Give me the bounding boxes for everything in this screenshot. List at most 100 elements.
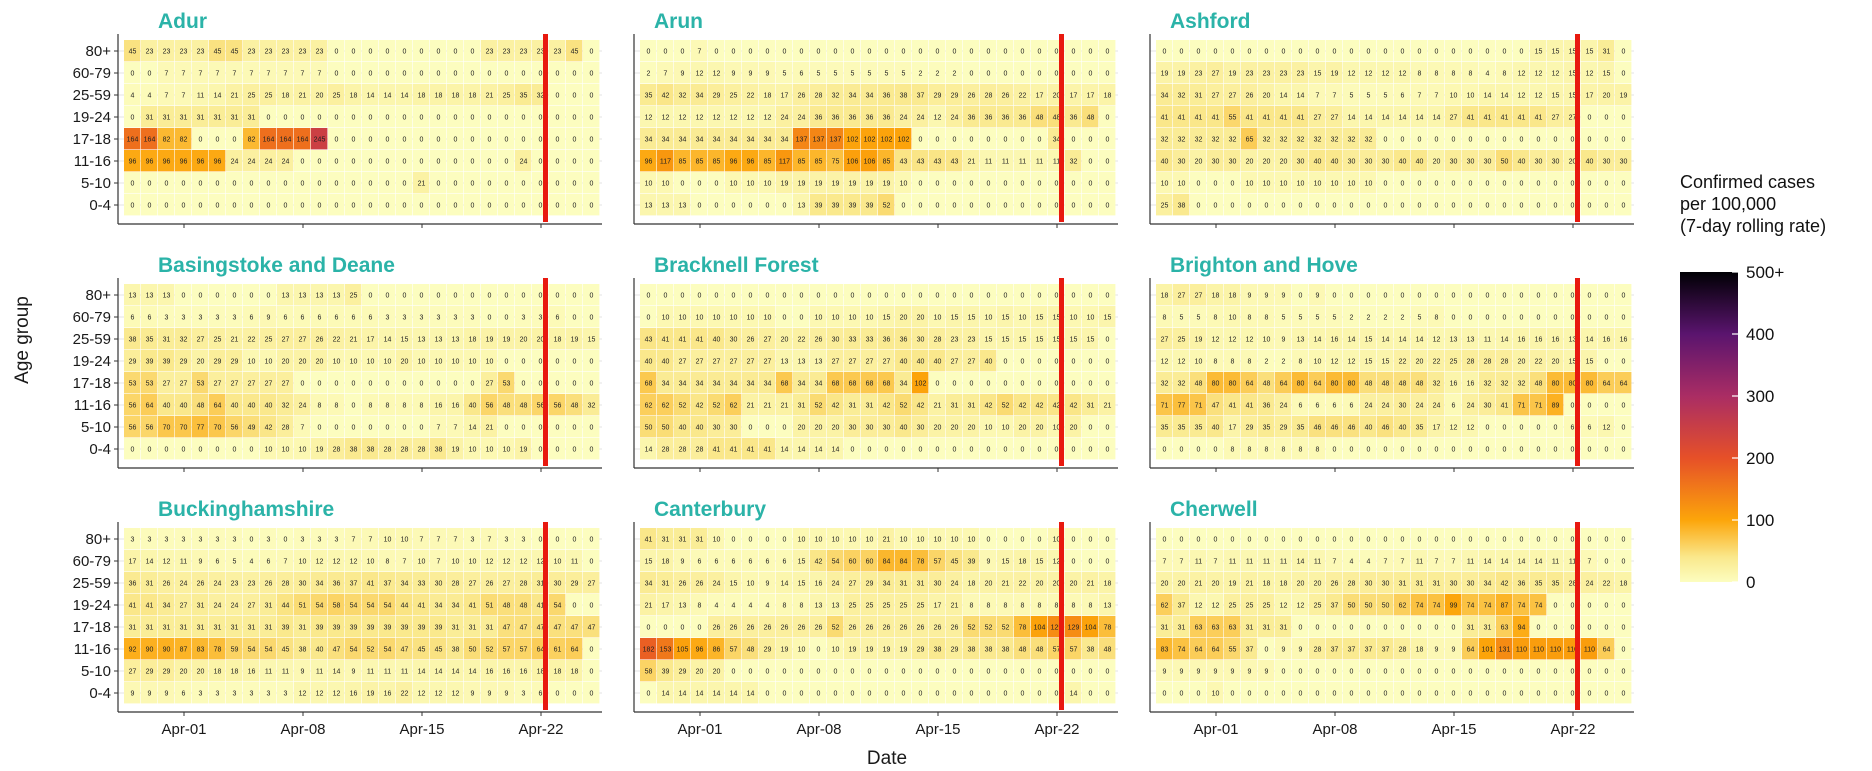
- cell-value: 0: [488, 137, 492, 144]
- cell-value: 10: [384, 537, 392, 544]
- cell-value: 40: [696, 425, 704, 432]
- cell-value: 6: [800, 71, 804, 78]
- heat-cell: [1258, 306, 1275, 328]
- cell-value: 0: [970, 181, 974, 188]
- heat-cell: [1615, 128, 1632, 150]
- cell-value: 0: [1004, 293, 1008, 300]
- cell-value: 12: [1229, 337, 1237, 344]
- heat-cell: [929, 106, 946, 128]
- heat-cell: [549, 284, 566, 306]
- heat-cell: [549, 572, 566, 594]
- heat-cell: [861, 150, 878, 172]
- heat-cell: [1479, 638, 1496, 660]
- cell-value: 0: [1384, 49, 1388, 56]
- heat-cell: [294, 328, 311, 350]
- heat-cell: [1479, 594, 1496, 616]
- heat-cell: [1479, 528, 1496, 550]
- cell-value: 0: [318, 181, 322, 188]
- heat-cell: [674, 194, 691, 216]
- cell-value: 74: [1433, 603, 1441, 610]
- cell-value: 0: [936, 203, 940, 210]
- heat-cell: [209, 350, 226, 372]
- heat-cell: [158, 572, 175, 594]
- heat-cell: [674, 128, 691, 150]
- cell-value: 0: [868, 293, 872, 300]
- cell-value: 0: [1163, 691, 1167, 698]
- cell-value: 38: [900, 93, 908, 100]
- heat-cell: [1173, 638, 1190, 660]
- heat-cell: [430, 550, 447, 572]
- cell-value: 0: [573, 691, 577, 698]
- cell-value: 0: [1452, 669, 1456, 676]
- heat-cell: [277, 616, 294, 638]
- heat-cell: [515, 84, 532, 106]
- cell-value: 101: [1482, 647, 1494, 654]
- cell-value: 31: [1433, 581, 1441, 588]
- heat-cell: [1394, 616, 1411, 638]
- heat-cell: [1031, 438, 1048, 460]
- cell-value: 10: [900, 537, 908, 544]
- heat-cell: [311, 416, 328, 438]
- heat-cell: [464, 106, 481, 128]
- heat-cell: [464, 62, 481, 84]
- cell-value: 0: [970, 49, 974, 56]
- cell-value: 0: [715, 49, 719, 56]
- heat-cell: [1445, 638, 1462, 660]
- heat-cell: [946, 416, 963, 438]
- heat-cell: [997, 394, 1014, 416]
- cell-value: 0: [936, 447, 940, 454]
- heat-cell: [1343, 616, 1360, 638]
- heat-cell: [583, 616, 600, 638]
- cell-value: 27: [764, 359, 772, 366]
- cell-value: 47: [588, 625, 596, 632]
- cell-value: 0: [1265, 691, 1269, 698]
- heat-cell: [1343, 682, 1360, 704]
- cell-value: 45: [282, 647, 290, 654]
- heat-cell: [260, 638, 277, 660]
- heat-cell: [566, 682, 583, 704]
- heat-cell: [1598, 328, 1615, 350]
- heat-cell: [1309, 284, 1326, 306]
- cell-value: 47: [333, 647, 341, 654]
- cell-value: 0: [970, 71, 974, 78]
- heat-cell: [379, 594, 396, 616]
- heat-cell: [1258, 394, 1275, 416]
- heat-cell: [997, 660, 1014, 682]
- cell-value: 0: [1554, 181, 1558, 188]
- heat-cell: [481, 438, 498, 460]
- cell-value: 19: [1229, 581, 1237, 588]
- cell-value: 0: [1367, 537, 1371, 544]
- heat-cell: [1099, 528, 1116, 550]
- heat-cell: [1343, 394, 1360, 416]
- heat-cell: [1309, 372, 1326, 394]
- heat-cell: [1479, 616, 1496, 638]
- heat-cell: [464, 350, 481, 372]
- heat-cell: [1099, 62, 1116, 84]
- heat-cell: [498, 528, 515, 550]
- cell-value: 0: [1038, 537, 1042, 544]
- heat-cell: [1309, 394, 1326, 416]
- cell-value: 0: [970, 669, 974, 676]
- heat-cell: [175, 682, 192, 704]
- cell-value: 24: [917, 115, 925, 122]
- cell-value: 52: [985, 625, 993, 632]
- heat-cell: [294, 682, 311, 704]
- heat-cell: [1598, 372, 1615, 394]
- heat-cell: [260, 550, 277, 572]
- heat-cell: [997, 150, 1014, 172]
- cell-value: 0: [1554, 425, 1558, 432]
- heat-cell: [175, 416, 192, 438]
- cell-value: 23: [163, 49, 171, 56]
- cell-value: 7: [182, 71, 186, 78]
- cell-value: 137: [813, 137, 825, 144]
- heat-cell: [1598, 106, 1615, 128]
- heat-cell: [1224, 306, 1241, 328]
- cell-value: 14: [1416, 337, 1424, 344]
- heat-cell: [776, 660, 793, 682]
- heat-cell: [1462, 40, 1479, 62]
- heat-cell: [708, 528, 725, 550]
- heat-cell: [878, 284, 895, 306]
- cell-value: 0: [647, 293, 651, 300]
- heat-cell: [175, 660, 192, 682]
- heat-cell: [277, 106, 294, 128]
